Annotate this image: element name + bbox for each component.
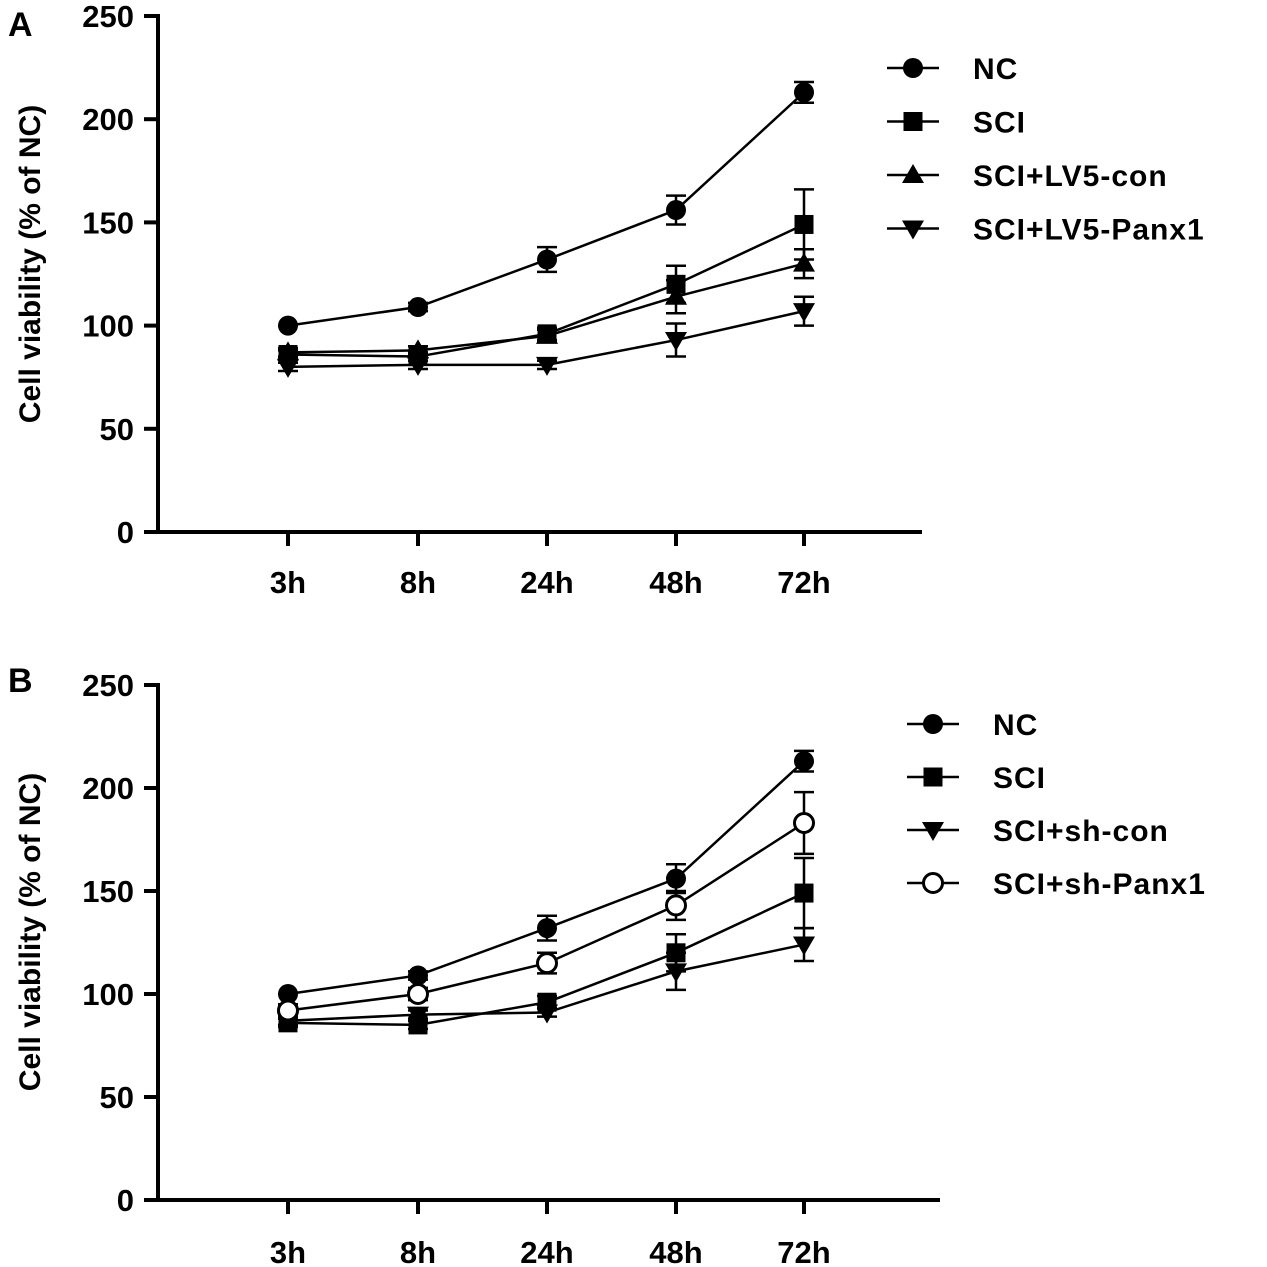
legend-label: SCI <box>973 107 1026 140</box>
x-tick-label: 3h <box>270 565 306 600</box>
y-axis-label: Cell viability (% of NC) <box>14 773 47 1091</box>
data-point <box>407 339 429 359</box>
data-point <box>665 285 687 305</box>
x-tick-label: 48h <box>649 565 702 600</box>
y-tick-label: 0 <box>117 515 134 550</box>
y-tick-label: 100 <box>82 977 134 1012</box>
legend-item: NC <box>887 53 1018 86</box>
legend-item: SCI+sh-con <box>907 815 1169 848</box>
data-point <box>793 812 815 835</box>
data-point <box>794 82 814 103</box>
data-point <box>665 332 687 352</box>
data-point <box>665 963 687 983</box>
data-point <box>278 984 298 1004</box>
legend-item: SCI <box>907 762 1046 795</box>
legend-label: SCI+sh-Panx1 <box>993 868 1206 901</box>
data-point <box>408 297 428 318</box>
legend-marker <box>903 112 923 131</box>
x-tick-label: 24h <box>520 565 573 600</box>
legend-item: SCI+LV5-con <box>887 160 1168 193</box>
panel-b: B Cell viability (% of NC) 0 50 100 150 200 2… <box>8 662 1206 1267</box>
series-sci-sh-panx1 <box>277 790 815 1022</box>
data-point <box>407 356 429 376</box>
legend-marker <box>923 767 943 787</box>
legend-item: NC <box>907 709 1038 742</box>
legend-label: SCI+LV5-con <box>973 160 1168 193</box>
series-nc <box>278 749 814 1004</box>
data-point <box>666 868 686 889</box>
panel-label-b: B <box>8 662 33 700</box>
y-tick-label: 150 <box>82 874 134 909</box>
series-sci-sh-con <box>277 926 815 1032</box>
data-point <box>537 249 557 270</box>
data-point <box>277 358 299 378</box>
y-tick-label: 100 <box>82 309 134 344</box>
y-tick-label: 50 <box>100 412 134 447</box>
panel-label-a: A <box>8 6 33 44</box>
legend: NC SCI SCI+sh-con SCI+sh-Panx1 <box>907 709 1206 901</box>
series-nc <box>278 80 814 336</box>
data-point <box>794 751 814 772</box>
y-tick-label: 200 <box>82 771 134 806</box>
x-tick-label: 72h <box>777 565 830 600</box>
plot-area: 0 50 100 150 200 250 3h 8h 24h 48h 72h <box>82 668 940 1267</box>
legend-label: NC <box>993 709 1038 742</box>
data-point <box>665 894 687 917</box>
data-point <box>537 918 557 939</box>
data-point <box>278 315 298 336</box>
data-point <box>793 252 815 272</box>
y-axis-label: Cell viability (% of NC) <box>14 105 47 423</box>
y-tick-label: 200 <box>82 102 134 137</box>
y-tick-label: 0 <box>117 1183 134 1218</box>
legend-marker <box>902 220 924 240</box>
data-point <box>794 214 814 234</box>
legend-label: SCI <box>993 762 1046 795</box>
series-line <box>287 91 805 327</box>
legend-marker <box>923 714 943 734</box>
data-point <box>536 1004 558 1024</box>
legend-label: SCI+sh-con <box>993 815 1169 848</box>
data-point <box>407 983 429 1005</box>
legend-marker <box>922 872 944 894</box>
y-tick-label: 250 <box>82 668 134 703</box>
series-sci-lv5-panx1 <box>277 295 815 378</box>
legend-item: SCI <box>887 107 1026 140</box>
plot-area: 0 50 100 150 200 250 3h 8h 24h 48h 72h <box>82 0 922 600</box>
legend-marker <box>922 822 944 841</box>
legend-marker <box>903 58 923 78</box>
data-point <box>536 952 558 975</box>
data-point <box>666 200 686 221</box>
legend-item: SCI+LV5-Panx1 <box>887 214 1205 247</box>
data-point <box>408 965 428 986</box>
data-point <box>794 883 814 903</box>
legend-label: NC <box>973 53 1018 86</box>
data-point <box>536 324 558 344</box>
data-point <box>536 356 558 376</box>
data-point <box>793 936 815 956</box>
legend: NC SCI SCI+LV5-con SCI+LV5-Panx1 <box>887 53 1205 247</box>
legend-marker <box>902 164 924 183</box>
x-tick-label: 24h <box>520 1235 573 1267</box>
series-sci-lv5-con <box>277 247 815 361</box>
data-point <box>793 303 815 323</box>
panel-a: A Cell viability (% of NC) 0 50 100 150 200 2… <box>8 0 1205 600</box>
data-point <box>277 341 299 361</box>
x-tick-label: 3h <box>270 1235 306 1267</box>
x-tick-label: 8h <box>400 565 436 600</box>
x-tick-label: 8h <box>400 1235 436 1267</box>
y-tick-label: 50 <box>100 1080 134 1115</box>
x-tick-label: 72h <box>777 1235 830 1267</box>
legend-label: SCI+LV5-Panx1 <box>973 214 1205 247</box>
legend-item: SCI+sh-Panx1 <box>907 868 1206 901</box>
data-point <box>407 1006 429 1026</box>
y-tick-label: 250 <box>82 0 134 34</box>
data-point <box>277 999 299 1022</box>
y-tick-label: 150 <box>82 205 134 240</box>
x-tick-label: 48h <box>649 1235 702 1267</box>
